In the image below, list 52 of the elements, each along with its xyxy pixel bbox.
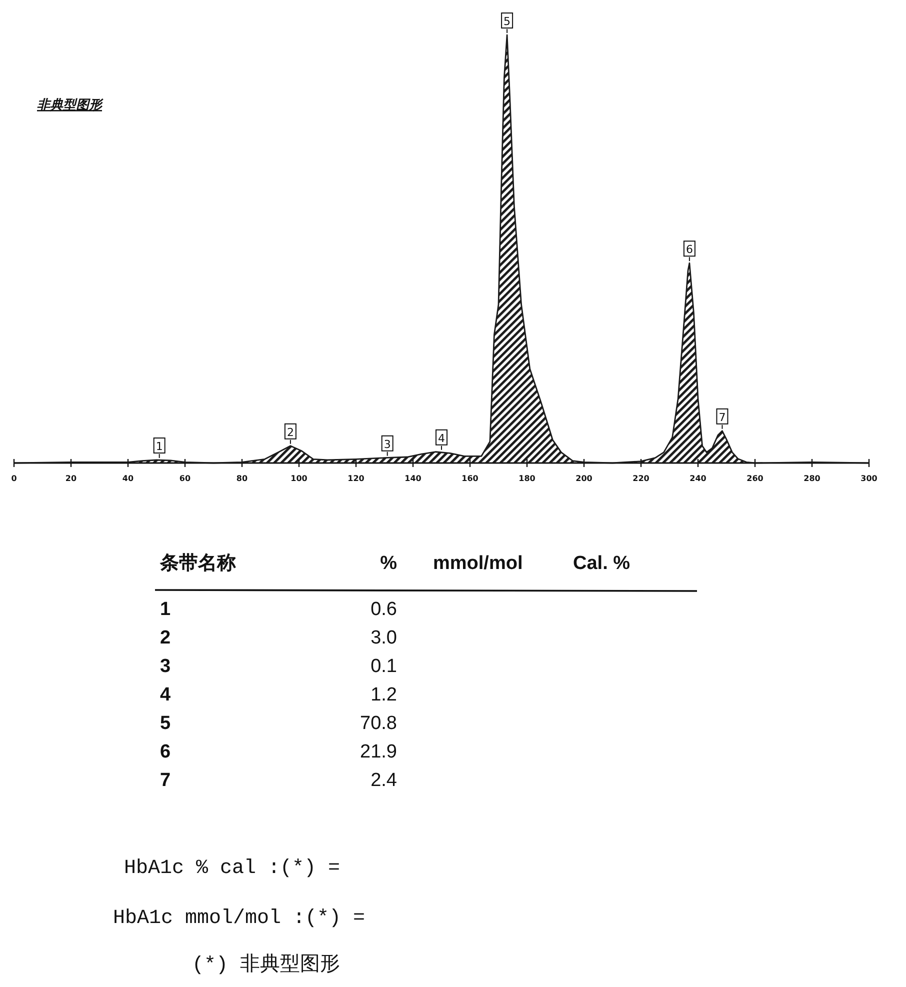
annotation: 5 [504,15,511,28]
peak-label: 7 [716,408,728,430]
peak-label: 6 [683,240,696,262]
text: 条带名称 [159,552,236,574]
annotation: 3 [384,438,391,451]
peak-label: 3 [381,435,394,456]
text: 2 [160,628,171,648]
peak-label: 4 [436,429,448,450]
x-tick-label: 160 [462,474,479,483]
text: (*) 非典型图形 [192,953,340,977]
text: 非典型图形 [37,98,104,113]
x-tick-label: 140 [404,474,422,483]
annotation: 4 [438,432,445,445]
text: 1.2 [370,684,397,706]
text: 6 [160,742,171,762]
x-tick-label: 260 [746,474,764,483]
text: 4 [160,684,171,706]
text: 3.0 [370,628,397,648]
x-tick-label: 200 [576,474,593,483]
text: 70.8 [360,713,397,734]
x-tick-label: 80 [236,474,248,483]
text: Cal. % [573,553,630,574]
text: mmol/mol [433,553,523,574]
text: 7 [160,770,171,791]
x-tick-label: 40 [122,474,134,483]
text: 2.4 [370,770,398,791]
x-tick-label: 20 [65,474,77,483]
x-tick-label: 60 [179,474,191,483]
text: 3 [160,656,171,677]
text: HbA1c % cal :(*) = [124,857,340,880]
peak-label: 1 [153,438,166,458]
x-tick-label: 0 [11,474,18,483]
text: 0.1 [370,656,397,677]
text: 0.6 [370,599,397,620]
peak-label: 2 [284,423,296,444]
x-tick-label: 280 [804,474,821,483]
x-tick-label: 120 [348,474,365,483]
peak-label: 5 [501,12,514,34]
x-tick-label: 100 [290,474,308,483]
annotation: 6 [686,243,693,256]
x-tick-label: 220 [632,474,650,483]
x-tick-label: 180 [518,474,536,483]
text: HbA1c mmol/mol :(*) = [113,907,366,930]
text: 5 [160,713,171,734]
text: 1 [160,599,171,620]
text: % [380,553,398,574]
annotation: 1 [156,440,163,454]
annotation: 2 [286,426,294,439]
annotation: 7 [718,410,726,424]
x-tick-label: 240 [690,474,707,483]
text: 21.9 [360,742,397,762]
x-tick-label: 300 [860,474,878,483]
